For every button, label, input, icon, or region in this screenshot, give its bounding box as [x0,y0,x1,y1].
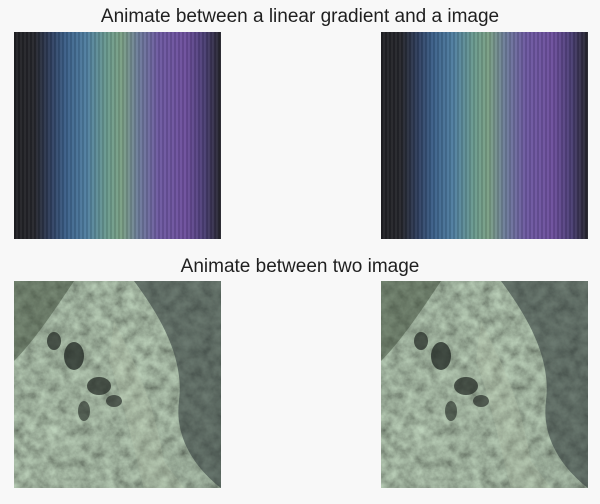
terrain-image-start [14,281,221,488]
section-title-gradient: Animate between a linear gradient and a … [100,6,500,27]
terrain-image-animated [381,281,588,488]
section-title-images: Animate between two image [180,256,420,277]
aerial-terrain-image [381,281,588,488]
gradient-preview-start [14,32,221,239]
aerial-terrain-image [14,281,221,488]
gradient-preview-animated [381,32,588,239]
